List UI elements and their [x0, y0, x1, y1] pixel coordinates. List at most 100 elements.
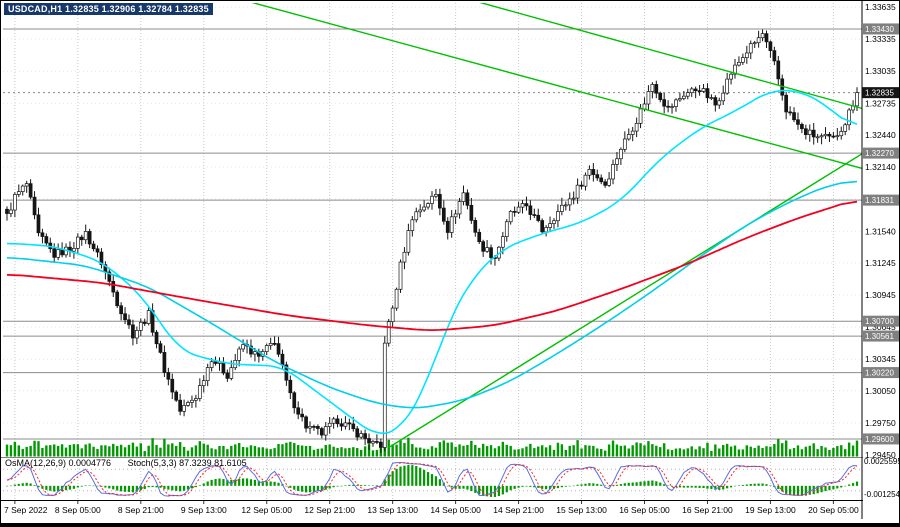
stochastic-signal-line [6, 462, 858, 497]
volume-bar [261, 447, 264, 457]
candle-body [583, 174, 588, 187]
volume-bar [206, 444, 209, 457]
osma-bar [820, 485, 823, 493]
volume-bar [651, 444, 654, 457]
time-axis-label: 7 Sep 2022 [4, 505, 48, 515]
osma-bar [537, 485, 540, 488]
candle-body [24, 183, 29, 187]
volume-bar [773, 444, 776, 457]
candle-body [438, 194, 442, 209]
volume-bar [552, 449, 556, 457]
osma-bar [576, 484, 579, 486]
candle-body [717, 100, 722, 106]
osma-bar [324, 485, 327, 490]
volume-bar [556, 442, 560, 457]
candle-body [343, 422, 348, 427]
volume-bar [426, 449, 430, 457]
candle-body [670, 106, 674, 108]
candle-body [170, 378, 175, 393]
candle-body [792, 112, 796, 121]
volume-bar [218, 445, 221, 457]
volume-bar [80, 448, 83, 457]
osma-bar [564, 485, 567, 487]
volume-bar [316, 448, 320, 457]
osma-bar [273, 481, 276, 486]
osma-bar [529, 485, 532, 487]
osma-axis-max: 0.0025595 [864, 457, 900, 466]
candle-body [473, 220, 478, 233]
osma-bar [289, 485, 292, 488]
candle-body [556, 211, 560, 222]
osma-bar [592, 483, 595, 486]
volume-bar [462, 445, 465, 457]
moving-averages [6, 89, 858, 435]
candle-body [406, 230, 411, 253]
osma-bar [525, 485, 528, 487]
volume-bar [222, 445, 225, 457]
volume-bar [647, 441, 650, 457]
candle-body [9, 209, 13, 214]
candle-body [524, 203, 529, 207]
osma-bar [584, 483, 587, 486]
osma-bar [194, 485, 197, 488]
candle-body [756, 37, 761, 44]
osma-bar [190, 485, 194, 489]
price-axis-tick: 1.30345 [865, 354, 896, 364]
volume-bar [560, 444, 564, 457]
volume-bar [517, 449, 520, 457]
price-axis-tick: 1.32735 [865, 98, 896, 108]
candle-body [823, 133, 828, 137]
osma-histogram [5, 464, 859, 497]
time-axis-label: 12 Sep 05:00 [241, 505, 292, 515]
volume-bar [450, 442, 453, 457]
volume-bar [478, 447, 481, 457]
osma-bar [155, 485, 158, 488]
volume-bar [190, 447, 194, 457]
price-axis[interactable]: 1.33635 1.33335 1.33035 1.32735 1.32440 1.321… [861, 1, 900, 519]
osma-bar [151, 485, 154, 488]
osma-bar [796, 485, 800, 496]
osma-bar [230, 479, 233, 486]
candle-body [60, 249, 64, 256]
osma-bar [556, 485, 560, 489]
volume-bar [249, 445, 253, 457]
osma-bar [419, 467, 422, 486]
price-level-tag-text: 1.30220 [865, 369, 894, 378]
osma-bar [17, 483, 20, 486]
osma-bar [659, 482, 662, 486]
osma-bar [391, 471, 394, 486]
time-axis[interactable]: 7 Sep 2022 8 Sep 05:00 8 Sep 21:00 9 Sep 13… [4, 501, 859, 515]
osma-bar [312, 485, 316, 492]
candle-body [784, 94, 789, 113]
osma-bar [489, 485, 493, 497]
volume-bar [210, 448, 213, 457]
candle-body [666, 105, 670, 108]
candle-body [803, 128, 808, 135]
osma-bar [572, 485, 575, 487]
osma-bar [785, 485, 788, 494]
volume-bar [17, 445, 21, 457]
volume-bar [505, 444, 508, 457]
osma-bar [328, 485, 331, 489]
candle-body [650, 84, 655, 92]
price-level-tag [862, 147, 899, 159]
price-axis-tick: 1.30645 [865, 322, 896, 332]
volume-bar [548, 445, 552, 457]
osma-bar [407, 464, 410, 486]
candle-body [819, 135, 824, 138]
osma-bar [277, 482, 280, 486]
osma-bar [729, 485, 733, 488]
volume-bar [328, 444, 331, 457]
osma-bar [545, 485, 548, 490]
osma-bar [663, 484, 666, 486]
volume-bar [466, 445, 469, 457]
candle-body [323, 426, 328, 436]
volume-bar [320, 448, 324, 457]
candle-body [768, 41, 773, 51]
osma-bar [777, 485, 780, 490]
volume-bar [635, 442, 638, 457]
volume-bar [446, 442, 449, 457]
osma-bar [186, 485, 190, 490]
osma-bar [690, 485, 693, 488]
